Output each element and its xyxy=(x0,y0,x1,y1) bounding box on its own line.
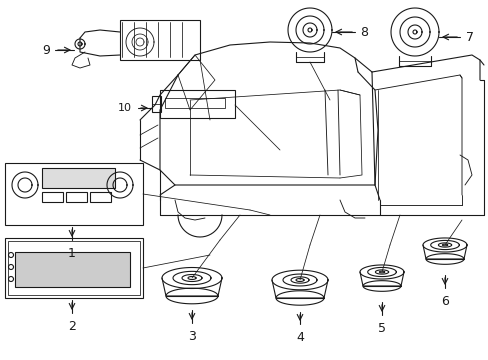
Text: 3: 3 xyxy=(188,330,196,343)
Text: 8: 8 xyxy=(359,26,367,39)
Bar xyxy=(120,20,200,60)
Bar xyxy=(66,192,87,202)
Bar xyxy=(15,252,130,287)
Bar xyxy=(8,241,140,295)
Text: 6: 6 xyxy=(440,295,448,308)
Text: 4: 4 xyxy=(295,331,304,344)
Text: 2: 2 xyxy=(68,320,76,333)
Bar xyxy=(5,163,142,225)
Bar xyxy=(152,96,161,112)
Text: 7: 7 xyxy=(465,31,473,44)
Text: 5: 5 xyxy=(377,322,385,335)
Bar xyxy=(42,192,63,202)
Bar xyxy=(160,90,235,118)
Bar xyxy=(42,168,115,188)
Bar xyxy=(164,98,224,108)
Bar xyxy=(90,192,111,202)
Text: 1: 1 xyxy=(68,247,76,260)
Bar xyxy=(5,238,142,298)
Text: 9: 9 xyxy=(42,44,50,57)
Text: 10: 10 xyxy=(118,103,132,113)
